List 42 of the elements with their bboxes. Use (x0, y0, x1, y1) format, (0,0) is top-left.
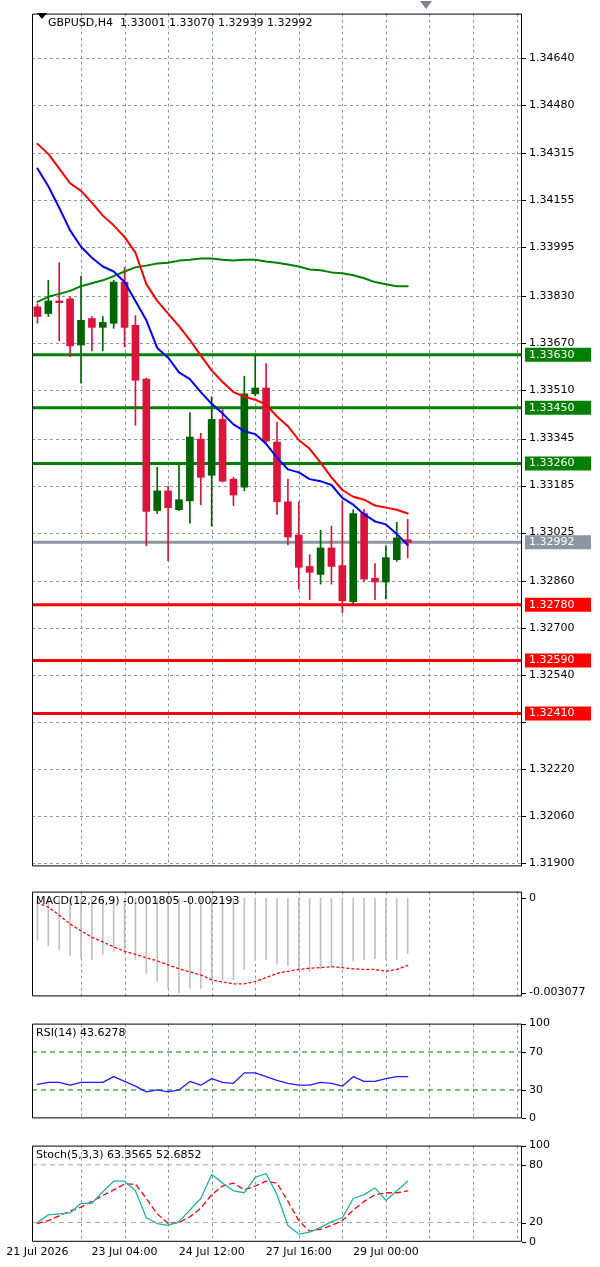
ref-line-label: 1.33450 (529, 400, 575, 414)
y-tick-label: 70 (529, 1044, 543, 1058)
y-tick-label: 1.32540 (529, 668, 575, 682)
y-tick-label: 20 (529, 1215, 543, 1229)
ref-line-label: 1.32410 (529, 706, 575, 720)
y-tick-label: 1.32700 (529, 621, 575, 635)
chart-title: GBPUSD,H4 1.33001 1.33070 1.32939 1.32992 (48, 15, 313, 29)
y-tick-label: 1.34640 (529, 50, 575, 64)
y-tick-label: 0 (529, 1111, 536, 1125)
y-tick-label: 1.34155 (529, 193, 575, 207)
y-tick-label: 1.32860 (529, 574, 575, 588)
y-tick-label: 1.32220 (529, 762, 575, 776)
y-tick-label: 100 (529, 1016, 550, 1030)
chart-title: Stoch(5,3,3) 63.3565 52.6852 (36, 1147, 202, 1161)
y-tick-label: 1.34315 (529, 146, 575, 160)
y-tick-label: 1.33345 (529, 431, 575, 445)
y-tick-label: 0 (529, 891, 536, 905)
y-tick-label: 1.33830 (529, 288, 575, 302)
y-tick-label: 100 (529, 1138, 550, 1152)
x-tick-label: 21 Jul 2026 (6, 1245, 69, 1259)
y-tick-label: 1.32060 (529, 809, 575, 823)
ref-line-label: 1.33630 (529, 347, 575, 361)
x-tick-label: 23 Jul 04:00 (91, 1245, 158, 1259)
ref-line-label: 1.32780 (529, 597, 575, 611)
y-tick-label: 1.31900 (529, 856, 575, 870)
y-tick-label: 1.34480 (529, 97, 575, 111)
ref-line-label: 1.33260 (529, 456, 575, 470)
y-tick-label: 1.33185 (529, 478, 575, 492)
y-tick-label: 1.33510 (529, 382, 575, 396)
ref-line-label: 1.32590 (529, 653, 575, 667)
chart-title: MACD(12,26,9) -0.001805 -0.002193 (36, 893, 240, 907)
y-tick-label: 1.33670 (529, 335, 575, 349)
y-tick-label: -0.003077 (529, 985, 586, 999)
x-tick-label: 24 Jul 12:00 (178, 1245, 245, 1259)
chart-title: RSI(14) 43.6278 (36, 1025, 126, 1039)
ref-line-label: 1.32992 (529, 535, 575, 549)
y-tick-label: 30 (529, 1082, 543, 1096)
y-tick-label: 80 (529, 1157, 543, 1171)
y-tick-label: 1.33995 (529, 240, 575, 254)
x-tick-label: 29 Jul 00:00 (352, 1245, 419, 1259)
y-tick-label: 0 (529, 1234, 536, 1248)
x-tick-label: 27 Jul 16:00 (265, 1245, 332, 1259)
